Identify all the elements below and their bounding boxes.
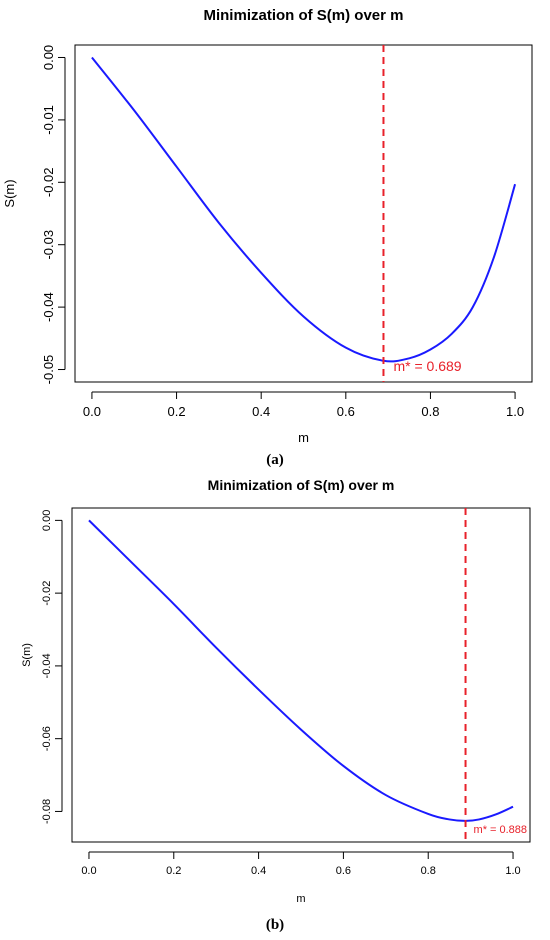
chart-a: Minimization of S(m) over m 0.0 0.2 0.4 0.6 0…: [2, 7, 533, 445]
chart-b: Minimization of S(m) over m 0.0 0.2 0.4 0.6 0…: [21, 477, 531, 905]
y-tick-label: -0.02: [41, 167, 56, 197]
plot-frame: [71, 507, 531, 843]
x-tick-label: 0.4: [251, 865, 266, 877]
chart-panel-a: Minimization of S(m) over m 0.0 0.2 0.4 0.6 0…: [2, 7, 533, 468]
x-axis-label: m: [298, 430, 309, 445]
x-tick-label: 1.0: [505, 865, 520, 877]
y-tick-label: -0.01: [41, 105, 56, 135]
y-tick-label: -0.03: [41, 230, 56, 260]
x-tick-label: 0.8: [421, 865, 436, 877]
y-tick-label: 0.00: [41, 510, 53, 531]
y-tick-label: -0.04: [41, 653, 53, 678]
optimum-annotation: m* = 0.888: [474, 824, 528, 836]
x-tick-label: 0.8: [421, 404, 439, 419]
x-tick-label: 0.2: [168, 404, 186, 419]
y-axis-label: S(m): [21, 643, 33, 667]
x-axis-label: m: [296, 893, 305, 905]
caption-a: (a): [266, 452, 284, 468]
optimum-annotation: m* = 0.689: [393, 358, 461, 374]
x-tick-label: 0.6: [337, 404, 355, 419]
chart-title: Minimization of S(m) over m: [208, 477, 395, 493]
caption-b: (b): [265, 917, 285, 933]
x-tick-label: 1.0: [506, 404, 524, 419]
x-tick-label: 0.2: [166, 865, 181, 877]
y-tick-label: -0.02: [41, 581, 53, 606]
x-tick-label: 0.0: [83, 404, 101, 419]
chart-panel-b: Minimization of S(m) over m 0.0 0.2 0.4 0.6 0…: [0, 470, 550, 940]
y-tick-label: 0.00: [41, 45, 56, 70]
y-axis-label: S(m): [2, 179, 17, 207]
x-tick-label: 0.4: [252, 404, 270, 419]
y-tick-label: -0.06: [41, 726, 53, 751]
x-tick-label: 0.0: [81, 865, 96, 877]
y-tick-label: -0.05: [41, 355, 56, 385]
series-line: [88, 519, 514, 822]
chart-title: Minimization of S(m) over m: [203, 7, 403, 24]
series-line: [91, 56, 517, 363]
plot-frame: [74, 44, 533, 383]
y-tick-label: -0.04: [41, 292, 56, 322]
x-tick-label: 0.6: [336, 865, 351, 877]
y-tick-label: -0.08: [41, 799, 53, 824]
